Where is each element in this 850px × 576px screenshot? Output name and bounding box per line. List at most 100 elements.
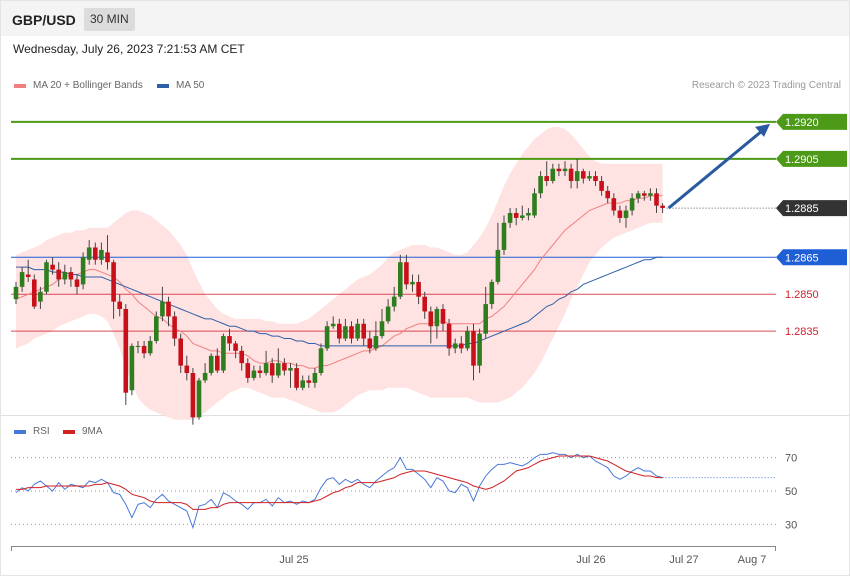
level-label-resistance: 1.2920 <box>785 117 819 129</box>
candle-body <box>581 171 586 179</box>
candle-body <box>654 193 659 206</box>
candle-body <box>32 279 37 307</box>
candle-body <box>398 262 403 297</box>
candle-body <box>44 262 49 292</box>
candle-body <box>282 363 287 371</box>
level-tag-current <box>776 200 847 217</box>
candle-body <box>172 316 177 339</box>
level-tag-resistance <box>776 113 847 130</box>
level-label-resistance: 1.2905 <box>785 154 819 166</box>
candle-body <box>495 249 501 282</box>
timeframe-badge[interactable]: 30 MIN <box>84 8 135 31</box>
candle-body <box>355 323 360 339</box>
candle-body <box>141 345 147 354</box>
candle-body <box>587 176 592 179</box>
candle-body <box>227 336 232 344</box>
candle-body <box>379 321 385 337</box>
candle-body <box>477 333 482 366</box>
candle-body <box>361 323 366 339</box>
candle-body <box>263 363 269 373</box>
rsi-tick-label: 70 <box>785 453 797 465</box>
rsi-label: RSI <box>33 426 50 437</box>
ma9-swatch <box>63 429 75 434</box>
candle-body <box>428 311 434 327</box>
candle-body <box>416 281 421 297</box>
candle-body <box>324 326 330 349</box>
candle-body <box>526 213 531 216</box>
candle-body <box>117 301 122 309</box>
candle-body <box>208 355 214 373</box>
rsi-tick-label: 30 <box>785 519 797 531</box>
candle-body <box>373 336 379 349</box>
level-label-support: 1.2850 <box>785 289 819 301</box>
candle-body <box>556 168 562 172</box>
candle-body <box>410 281 415 285</box>
candle-body <box>568 168 574 181</box>
candle-body <box>337 323 342 339</box>
candle-body <box>459 343 464 349</box>
ma20-line <box>15 195 663 369</box>
candle-body <box>245 363 251 378</box>
candle-body <box>507 213 513 223</box>
forecast-arrow-head <box>755 123 770 137</box>
candle-body <box>605 190 610 199</box>
candle-body <box>25 274 31 277</box>
candle-body <box>19 272 25 287</box>
candle-body <box>233 343 238 351</box>
candle-body <box>367 338 373 349</box>
candle-body <box>611 198 617 211</box>
legend-rsi: RSI <box>14 426 50 437</box>
candle-body <box>288 368 293 371</box>
ma9-label: 9MA <box>82 426 103 437</box>
ma50-label: MA 50 <box>176 80 205 91</box>
ma50-swatch <box>157 83 169 88</box>
candle-body <box>105 252 110 263</box>
candle-body <box>221 336 226 371</box>
candle-body <box>62 272 68 280</box>
candle-body <box>74 279 80 287</box>
legend-9ma: 9MA <box>63 426 103 437</box>
bollinger-band <box>16 126 663 420</box>
candle-body <box>520 215 525 218</box>
candle-body <box>562 168 568 172</box>
candle-body <box>239 350 244 364</box>
candle-body <box>391 296 397 307</box>
candle-body <box>129 345 135 391</box>
candle-body <box>593 176 598 181</box>
candle-body <box>550 168 556 181</box>
candle-body <box>154 316 159 341</box>
candle-body <box>123 309 129 393</box>
candle-body <box>190 373 196 418</box>
candle-body <box>440 309 446 324</box>
candle-body <box>465 331 470 349</box>
candle-body <box>68 272 74 280</box>
x-tick-label: Jul 27 <box>669 554 698 566</box>
candle-body <box>483 304 488 334</box>
candle-body <box>422 296 427 312</box>
level-label-pivot: 1.2865 <box>785 252 819 264</box>
ma9-line <box>16 455 663 510</box>
candle-body <box>80 257 86 285</box>
candle-body <box>635 193 641 199</box>
level-label-current: 1.2885 <box>785 203 819 215</box>
candle-body <box>111 262 116 302</box>
candle-body <box>196 380 202 418</box>
level-tag-resistance <box>776 150 847 167</box>
candle-body <box>56 269 61 280</box>
candle-body <box>300 380 305 388</box>
candle-body <box>13 286 19 300</box>
rsi-tick-label: 50 <box>785 486 797 498</box>
candle-body <box>574 171 580 181</box>
candle-body <box>404 262 409 285</box>
level-label-support: 1.2835 <box>785 326 819 338</box>
candle-body <box>471 331 476 366</box>
candle-body <box>166 301 171 317</box>
ma20-swatch <box>14 83 26 88</box>
credit-text: Research © 2023 Trading Central <box>691 80 841 91</box>
legend-ma20: MA 20 + Bollinger Bands <box>14 80 143 91</box>
candle-body <box>434 309 440 327</box>
candle-body <box>660 205 665 209</box>
candle-body <box>202 373 208 381</box>
rsi-line <box>15 452 663 530</box>
